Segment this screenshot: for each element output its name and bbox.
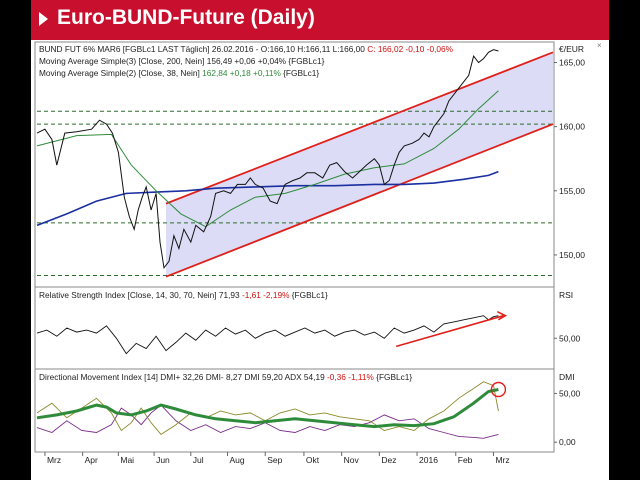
x-tick-label-0: Mrz	[47, 455, 61, 465]
dmi-tick-label-1: 0,00	[559, 437, 576, 447]
page-title: Euro-BUND-Future (Daily)	[57, 6, 315, 29]
x-tick-label-4: Jul	[193, 455, 204, 465]
close-icon[interactable]: ×	[597, 41, 602, 50]
rsi-legend: Relative Strength Index [Close, 14, 30, …	[39, 290, 328, 300]
price-plot	[36, 49, 554, 278]
x-tick-label-8: Nov	[344, 455, 360, 465]
axes: 165,00 160,00 155,00 150,00 50,00 50,00 0,00 Mr…	[44, 58, 585, 465]
rsi-tick-label-0: 50,00	[559, 333, 581, 343]
price-tick-label-3: 150,00	[559, 250, 585, 260]
x-tick-label-1: Apr	[85, 455, 98, 465]
adx-highlight-circle	[490, 381, 507, 398]
price-legend-line-2: Moving Average Simple(3) [Close, 200, Ne…	[39, 56, 325, 66]
rsi-line	[36, 315, 499, 355]
price-axis-title: €/EUR	[559, 44, 584, 54]
price-tick-label-1: 160,00	[559, 122, 585, 132]
chart-frame: Euro-BUND-Future (Daily) 165,00 160,00 155…	[31, 0, 609, 480]
x-tick-label-7: Okt	[306, 455, 320, 465]
channel-upper-line	[165, 51, 554, 205]
title-bar: Euro-BUND-Future (Daily)	[31, 0, 609, 40]
price-tick-label-2: 155,00	[559, 186, 585, 196]
price-line	[36, 49, 499, 270]
channel-lower-line	[165, 123, 554, 278]
x-tick-label-5: Aug	[230, 455, 245, 465]
rsi-arrow-icon	[497, 310, 508, 321]
x-tick-label-11: Feb	[458, 455, 473, 465]
chart-svg: 165,00 160,00 155,00 150,00 50,00 50,00 0,00 Mr…	[34, 41, 602, 465]
price-tick-label-0: 165,00	[559, 58, 585, 68]
trend-channel-fill	[166, 52, 553, 277]
dmi-plot	[36, 381, 507, 439]
price-legend-line-3: Moving Average Simple(2) [Close, 38, Nei…	[39, 68, 319, 78]
price-legend-line-1: BUND FUT 6% MAR6 [FGBLc1 LAST Täglich] 2…	[39, 44, 454, 54]
x-tick-label-10: 2016	[419, 455, 438, 465]
dmi-panel	[34, 368, 555, 453]
dmi-tick-label-0: 50,00	[559, 388, 581, 398]
dmi-legend: Directional Movement Index [14] DMI+ 32,…	[39, 372, 412, 382]
rsi-axis-title: RSI	[559, 290, 573, 300]
x-tick-label-3: Jun	[156, 455, 170, 465]
x-tick-label-9: Dez	[381, 455, 396, 465]
arrow-right-icon	[39, 12, 48, 26]
rsi-plot	[36, 310, 508, 355]
rsi-trendline	[395, 314, 504, 348]
rsi-panel	[34, 286, 555, 370]
sma-200-line	[36, 170, 499, 227]
x-tick-label-2: Mai	[120, 455, 134, 465]
adx-line	[36, 388, 499, 429]
x-tick-label-12: Mrz	[495, 455, 509, 465]
dmi-axis-title: DMI	[559, 372, 575, 382]
x-tick-label-6: Sep	[267, 455, 282, 465]
sma-38-line	[36, 90, 499, 228]
